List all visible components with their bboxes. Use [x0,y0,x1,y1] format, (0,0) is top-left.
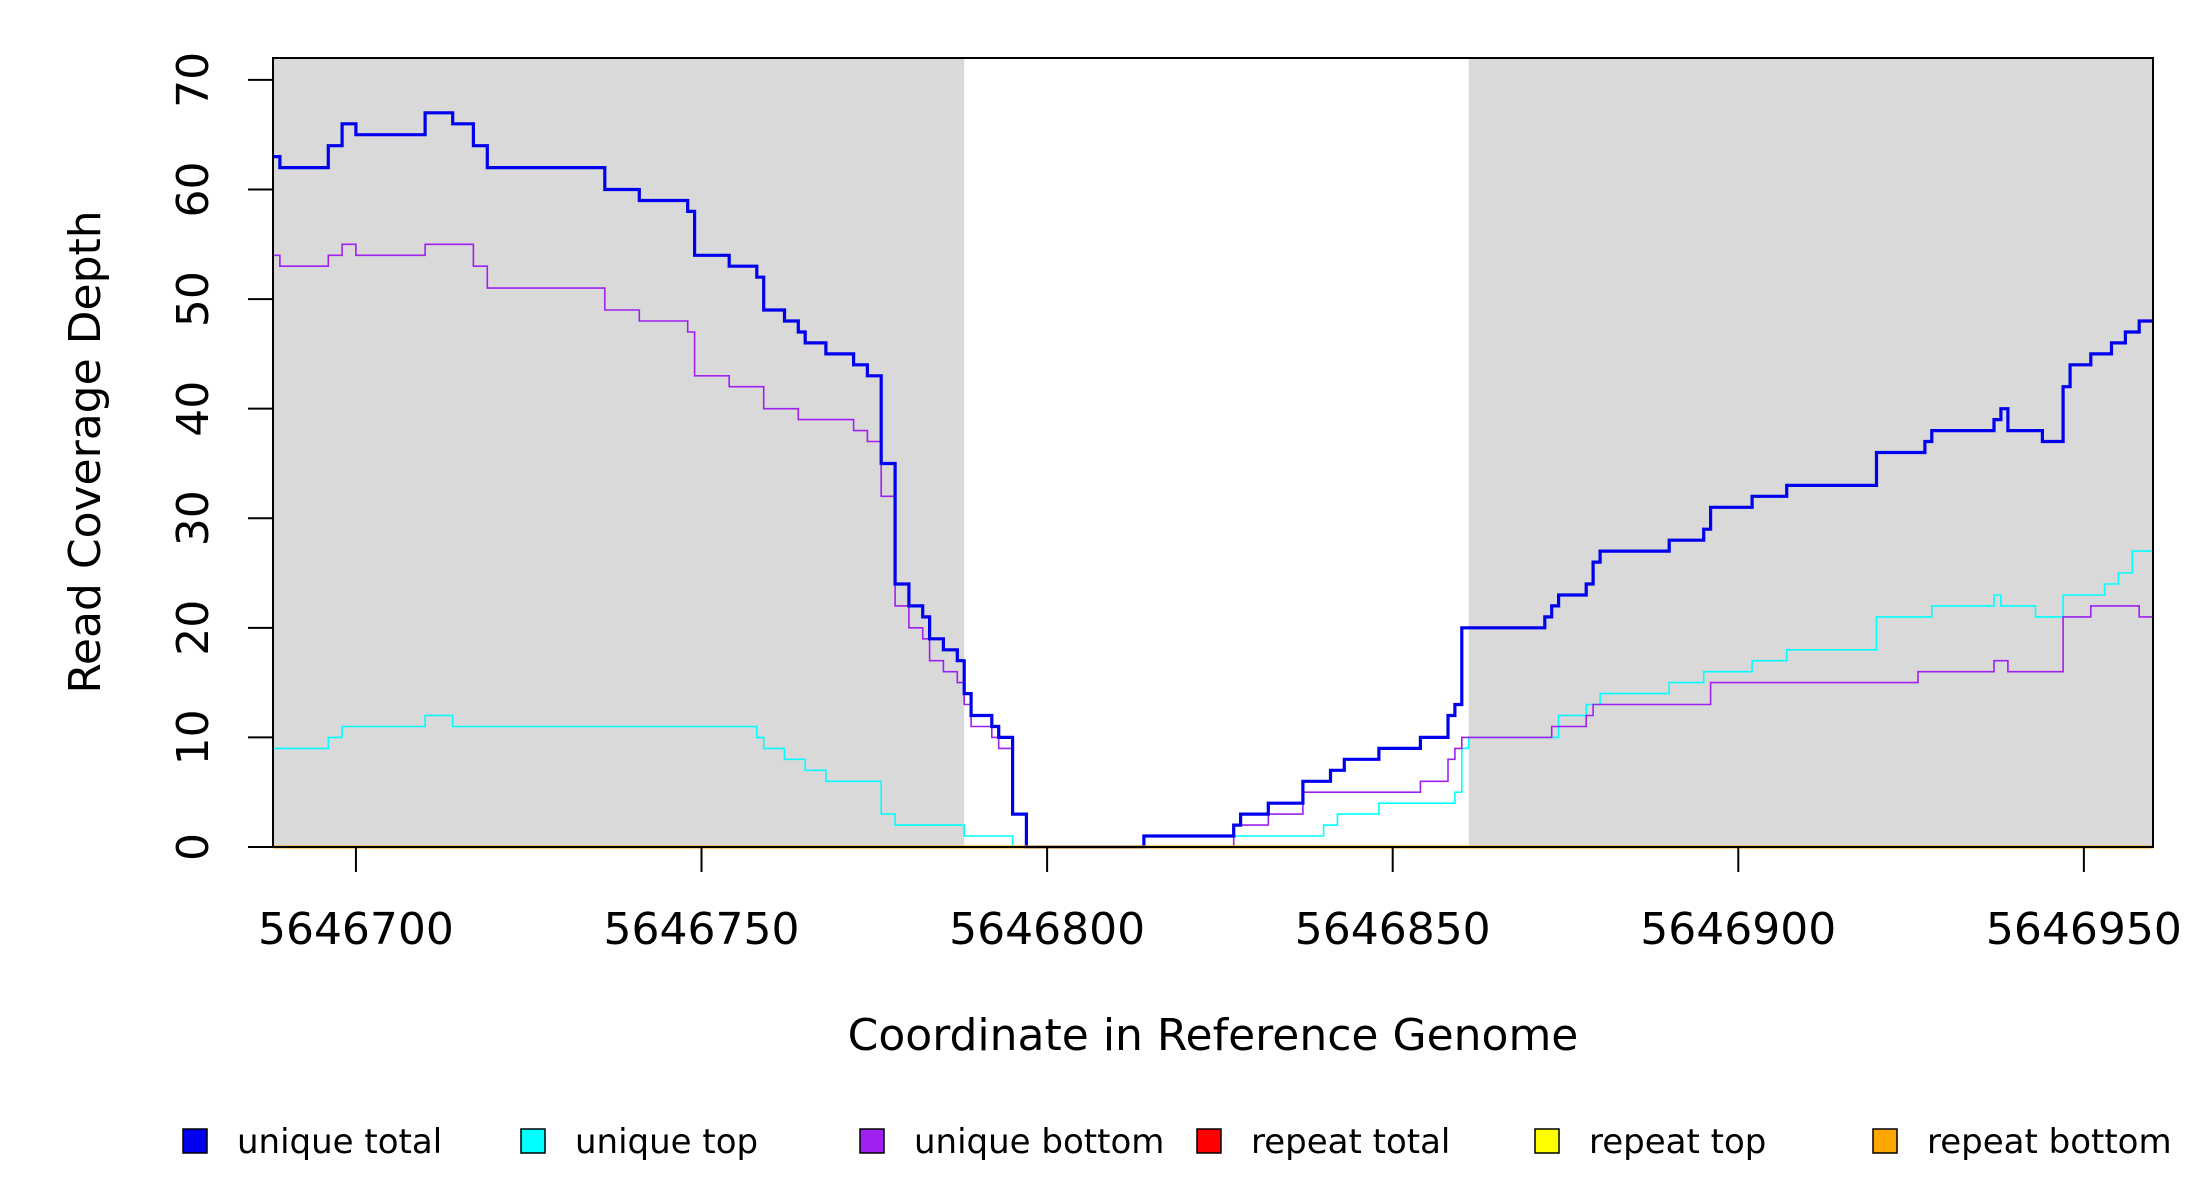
legend-label-repeat-total: repeat total [1251,1122,1450,1162]
shaded-region-1 [273,58,965,847]
x-axis: 5646700 5646750 5646800 5646850 5646900 56469… [258,846,2182,955]
y-tick-label: 70 [168,52,219,108]
x-tick-label: 5646950 [1986,904,2182,955]
legend-label-repeat-top: repeat top [1589,1122,1766,1162]
y-axis-title: Read Coverage Depth [60,210,111,693]
y-tick-label: 10 [168,709,219,765]
x-tick-label: 5646800 [949,904,1145,955]
y-tick-label: 0 [168,833,219,861]
legend-swatch-repeat-bottom [1872,1128,1898,1154]
y-axis: 0 10 20 30 40 50 60 70 [168,52,274,861]
series-line-unique-total [273,111,2153,849]
x-tick-label: 5646700 [258,904,454,955]
legend-label-unique-total: unique total [237,1122,442,1162]
y-tick-label: 60 [168,162,219,218]
legend-swatch-repeat-total [1196,1128,1222,1154]
series-line-unique-bottom [273,243,2153,848]
legend-label-unique-bottom: unique bottom [914,1122,1164,1162]
y-tick-label: 30 [168,490,219,546]
x-tick-label: 5646900 [1640,904,1836,955]
legend-label-unique-top: unique top [575,1122,758,1162]
legend-swatch-unique-bottom [859,1128,885,1154]
series-line-unique-top [273,550,2153,848]
x-axis-title: Coordinate in Reference Genome [848,1010,1579,1061]
x-tick-label: 5646850 [1295,904,1491,955]
legend-swatch-unique-top [520,1128,546,1154]
x-tick-label: 5646750 [604,904,800,955]
legend: unique total unique top unique bottom repea… [182,1122,2172,1162]
y-tick-label: 20 [168,600,219,656]
shaded-region-2 [1468,58,2153,847]
legend-label-repeat-bottom: repeat bottom [1927,1122,2172,1162]
y-tick-label: 50 [168,271,219,327]
legend-swatch-unique-total [182,1128,208,1154]
legend-swatch-repeat-top [1534,1128,1560,1154]
y-tick-label: 40 [168,381,219,437]
